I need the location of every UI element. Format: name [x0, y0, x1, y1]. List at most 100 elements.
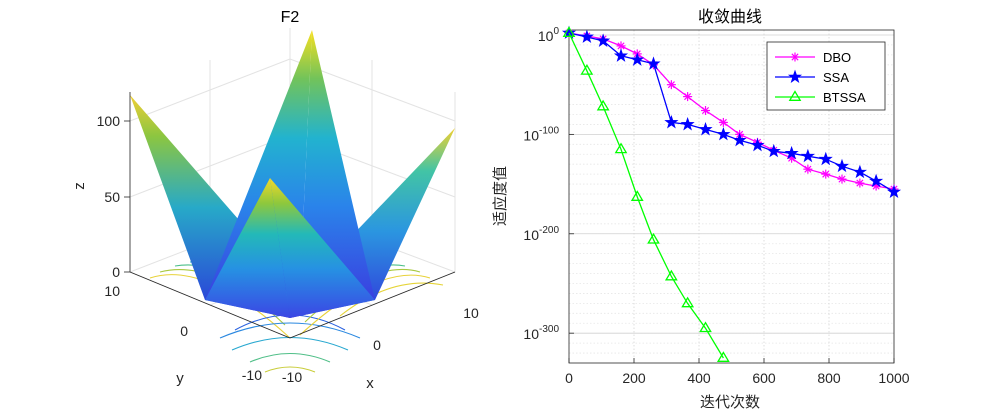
marker-stroke [856, 179, 864, 187]
x-tick-label: 400 [687, 370, 711, 386]
marker-triangle [647, 232, 660, 244]
marker-triangle [596, 99, 610, 111]
series-group [561, 25, 902, 362]
marker-asterisk [683, 92, 693, 102]
marker-stroke [804, 165, 812, 173]
marker-triangle [562, 26, 576, 37]
marker-stroke [684, 93, 692, 101]
legend: DBO SSA BTSSA [766, 41, 886, 111]
y-tick-label: -10 [242, 367, 262, 383]
marker-triangle [699, 321, 712, 333]
z-axis: 0 50 100 z [71, 92, 131, 280]
x-tick-label: 1000 [878, 370, 909, 386]
marker-stroke [617, 42, 625, 50]
marker-star [596, 33, 611, 47]
marker-asterisk [803, 164, 813, 174]
y-axis-line [129, 271, 291, 339]
x-tick-label: 600 [752, 370, 776, 386]
marker-star [561, 25, 577, 39]
marker-asterisk [855, 178, 865, 188]
marker-star [630, 52, 645, 66]
marker-triangle [630, 190, 644, 201]
contour-line [339, 282, 444, 317]
contour-line [231, 336, 349, 351]
marker-star [818, 151, 833, 166]
marker-star [886, 184, 902, 199]
legend-item-btssa: BTSSA [775, 90, 866, 105]
legend-item-ssa: SSA [775, 69, 849, 85]
plot-box [568, 29, 895, 364]
z-tick-label: 50 [104, 189, 120, 205]
marker-star [787, 69, 803, 84]
x-tick-label: 10 [463, 305, 479, 321]
marker-star [750, 137, 765, 152]
legend-label: SSA [823, 70, 849, 85]
marker-star [852, 164, 867, 179]
marker-stroke [701, 106, 710, 115]
marker-asterisk [790, 52, 800, 62]
marker-triangle [614, 142, 628, 154]
x-tick-label: 800 [817, 370, 841, 386]
legend-item-dbo: DBO [775, 50, 851, 65]
marker-stroke [838, 175, 846, 183]
marker-triangle [580, 64, 594, 75]
marker-asterisk [718, 117, 728, 127]
legend-label: DBO [823, 50, 851, 65]
convergence-title: 收敛曲线 [698, 7, 762, 26]
y-tick-label: 0 [180, 323, 188, 339]
marker-star [698, 121, 713, 136]
marker-triangle [788, 90, 802, 101]
marker-asterisk [837, 174, 847, 184]
marker-triangle [664, 269, 678, 281]
marker-star [664, 114, 679, 129]
contour-line [264, 366, 316, 373]
x-tick-label: 0 [373, 337, 381, 353]
marker-star [732, 132, 747, 147]
series-ssa [561, 25, 902, 199]
marker-star [646, 56, 661, 70]
marker-star [766, 143, 781, 158]
convergence-plot: 收敛曲线 100 10-100 10-200 10-300 0 200 400 600 800… [491, 7, 910, 411]
y-tick-label: 10-200 [523, 225, 559, 243]
y-ticks: 100 10-100 10-200 10-300 [523, 26, 574, 342]
marker-star [800, 148, 815, 163]
contour-line [249, 352, 331, 363]
marker-triangle [681, 296, 695, 308]
x-axis-label: x [366, 375, 374, 392]
marker-star [579, 29, 594, 43]
marker-star [613, 48, 629, 62]
surface-face-tall-right [300, 30, 375, 300]
marker-triangle [716, 351, 730, 362]
marker-star [716, 126, 731, 141]
surface-face-front-left [205, 178, 290, 318]
z-axis-label: z [71, 182, 88, 190]
marker-stroke [822, 170, 830, 178]
surface-title: F2 [281, 9, 300, 26]
legend-box [766, 41, 886, 111]
x-tick-label: -10 [282, 369, 302, 385]
marker-asterisk [701, 106, 710, 116]
convergence-y-label: 适应度值 [491, 166, 509, 226]
marker-stroke [791, 53, 799, 61]
marker-star [834, 158, 850, 173]
marker-asterisk [666, 80, 676, 90]
y-tick-label: 10 [104, 283, 120, 299]
legend-label: BTSSA [823, 90, 866, 105]
x-axis-line [289, 271, 456, 339]
marker-stroke [719, 118, 727, 127]
y-tick-label: 10-100 [523, 125, 559, 143]
y-tick-label: 10-300 [523, 324, 559, 342]
x-tick-label: 0 [565, 370, 573, 386]
series-btssa [562, 26, 730, 362]
x-axis: -10 0 10 x [282, 271, 479, 392]
marker-star [784, 145, 799, 160]
y-axis: 10 0 -10 y [104, 271, 291, 387]
convergence-x-label: 迭代次数 [700, 393, 760, 411]
x-tick-label: 200 [622, 370, 646, 386]
marker-asterisk [821, 169, 831, 179]
series-line [568, 32, 895, 190]
marker-star [869, 173, 884, 188]
series-line [568, 32, 724, 359]
marker-stroke [667, 81, 675, 89]
